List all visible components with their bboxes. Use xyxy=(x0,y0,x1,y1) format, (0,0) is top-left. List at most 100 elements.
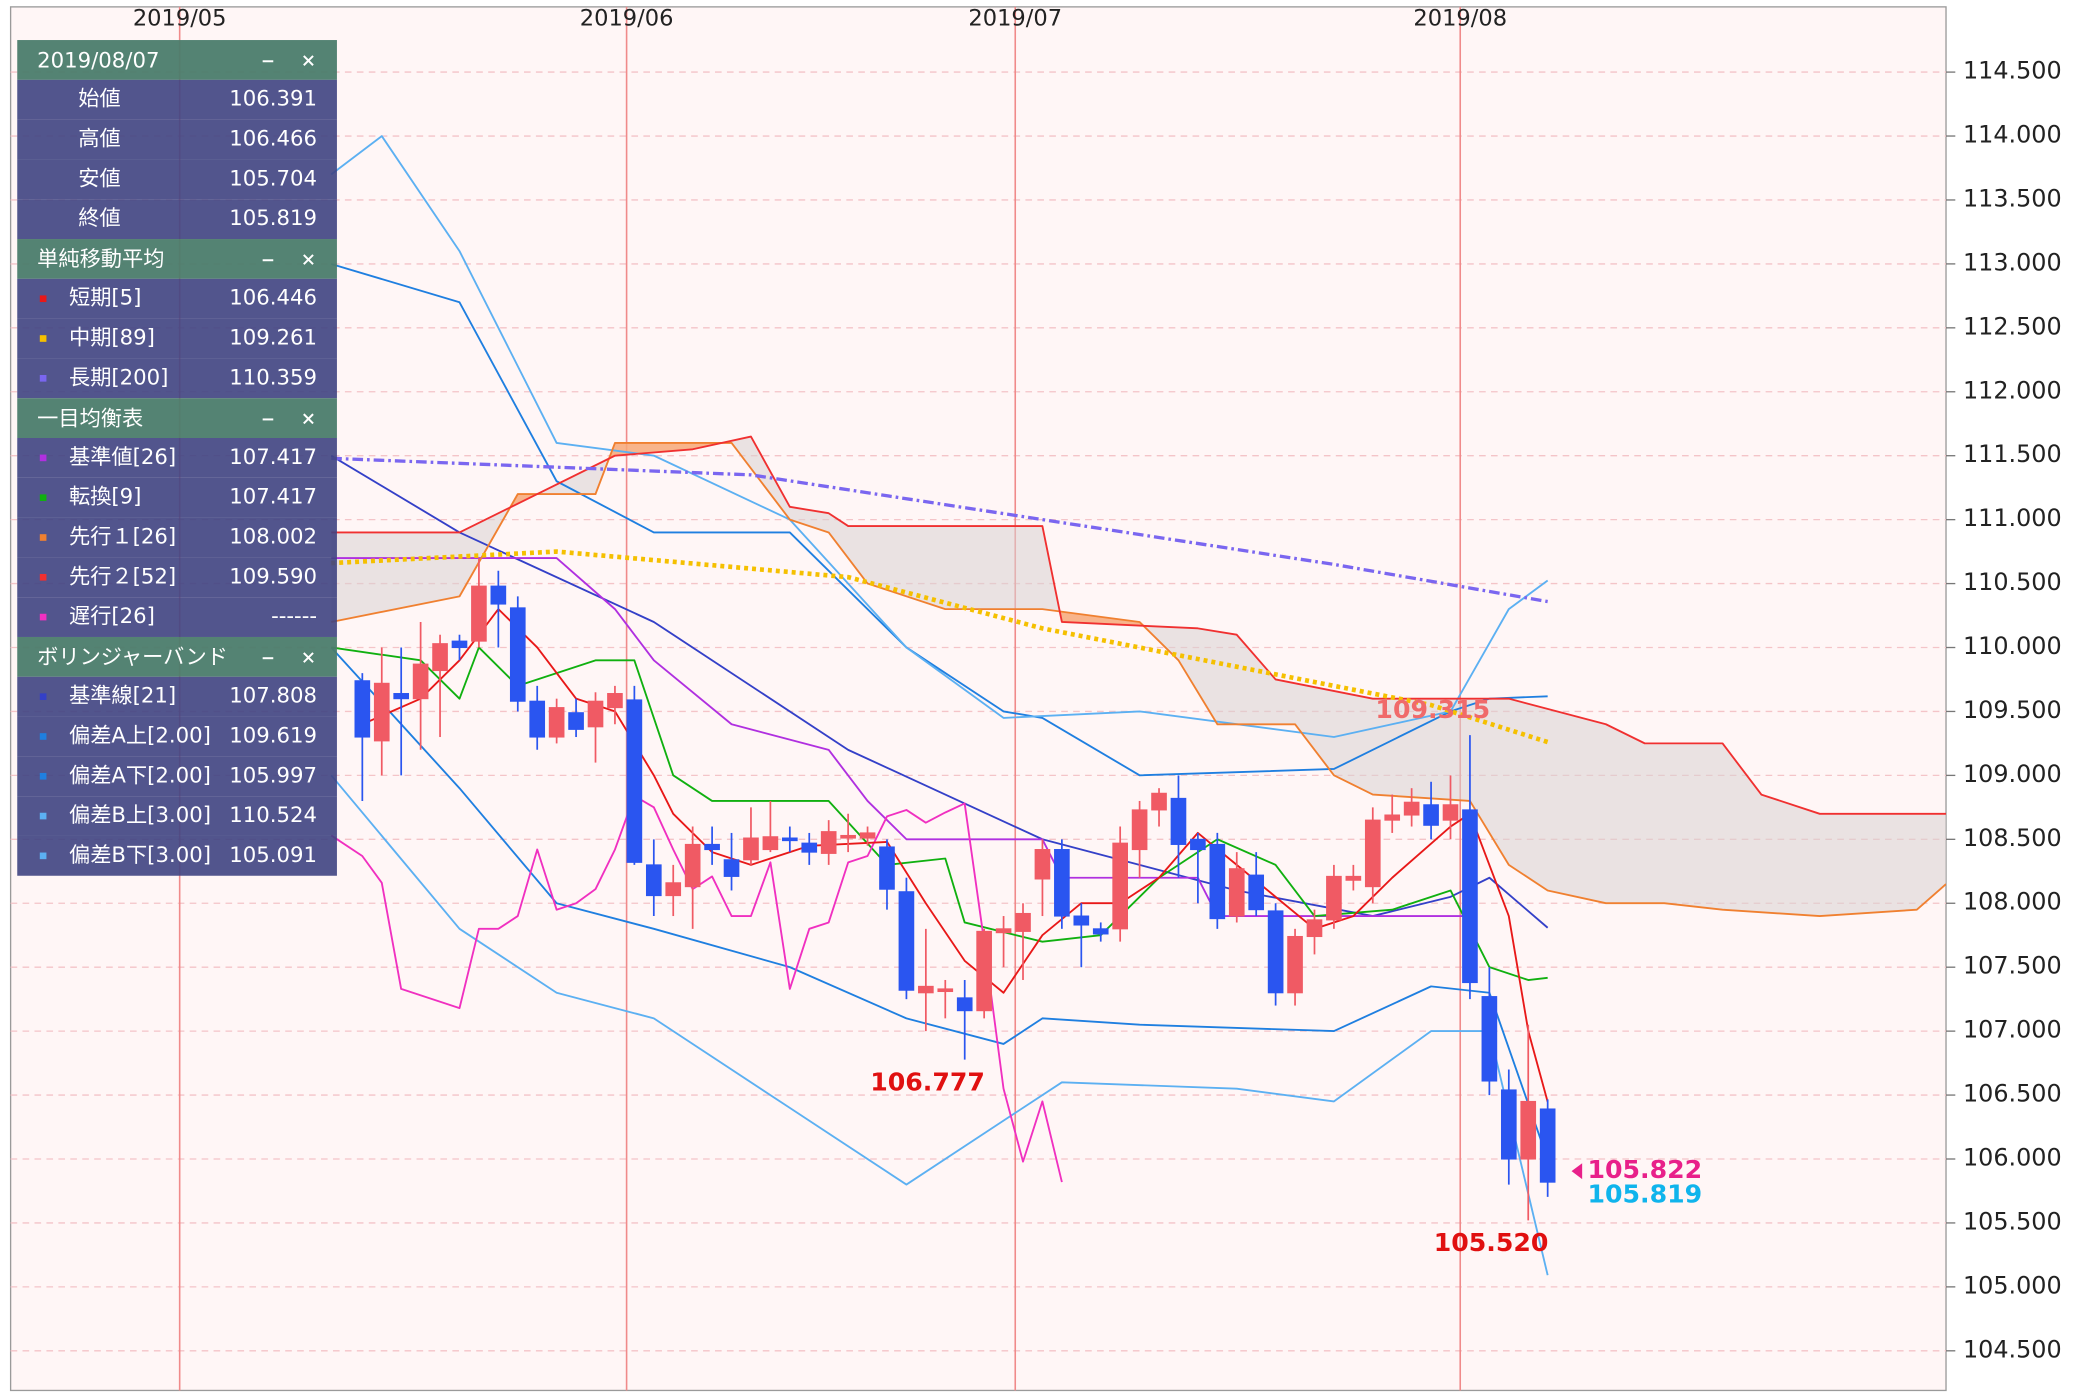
candle-body xyxy=(898,891,915,991)
axes: 104.500 105.000 105.500 106.000 106.500 107.0… xyxy=(133,5,2062,1363)
candle-body xyxy=(1442,804,1459,821)
indicator-line xyxy=(331,435,1947,815)
candle-body xyxy=(1423,804,1439,826)
candle-body xyxy=(1248,874,1265,911)
candle-body xyxy=(762,836,779,851)
y-tick-label: 114.000 xyxy=(1963,121,2062,149)
panel-header-title: 単純移動平均 xyxy=(37,247,164,272)
candle-body xyxy=(1112,842,1128,930)
legend-label: 転換[9] xyxy=(69,485,141,510)
panel-row xyxy=(17,557,337,598)
close-button[interactable] xyxy=(303,652,314,663)
y-tick-label: 113.000 xyxy=(1963,248,2062,276)
legend-label: 遅行[26] xyxy=(69,604,155,629)
candle-body xyxy=(587,700,604,728)
x-tick-label: 2019/07 xyxy=(968,5,1062,31)
price-label: 105.822 xyxy=(1587,1155,1702,1184)
indicator-line xyxy=(330,774,1549,1276)
annotation: 109.315 xyxy=(1375,695,1490,724)
indicator-line xyxy=(330,135,1549,738)
candle-body xyxy=(840,834,856,839)
candle-body xyxy=(723,859,740,877)
y-tick-label: 106.000 xyxy=(1963,1144,2062,1172)
candle-body xyxy=(1073,915,1090,926)
panel-row xyxy=(17,438,337,478)
legend-value: 107.417 xyxy=(229,485,317,510)
panel-header xyxy=(17,636,337,677)
legend-swatch xyxy=(39,852,47,860)
legend-value: 110.524 xyxy=(229,803,317,828)
candle-body xyxy=(1326,875,1342,921)
close-button[interactable] xyxy=(303,413,314,425)
panel-row xyxy=(17,159,337,200)
annotation: 105.520 xyxy=(1434,1228,1549,1257)
candle-body xyxy=(665,882,682,897)
candle-body xyxy=(412,663,429,700)
panel-row xyxy=(17,716,337,757)
legend-label: 基準値[26] xyxy=(69,445,176,470)
panel-header xyxy=(17,40,337,80)
panel-label: 安値 xyxy=(78,166,120,191)
legend-swatch xyxy=(39,772,47,780)
y-tick-label: 106.500 xyxy=(1963,1080,2062,1108)
legend-value: 105.091 xyxy=(229,843,317,868)
y-tick-label: 109.500 xyxy=(1963,696,2062,724)
legend-swatch xyxy=(39,733,47,740)
panel-header-title: 一目均衡表 xyxy=(37,406,143,431)
candle-body xyxy=(956,997,973,1012)
candle-body xyxy=(1345,875,1362,881)
annotation: 106.777 xyxy=(870,1068,985,1097)
panel-row xyxy=(17,79,337,120)
candle-body xyxy=(1520,1100,1537,1160)
candle-body xyxy=(607,693,623,709)
panel-row xyxy=(17,358,337,399)
legend-value: 107.808 xyxy=(229,684,317,709)
legend-value: 109.590 xyxy=(229,564,317,589)
candle-body xyxy=(820,831,837,854)
candle-body xyxy=(1092,928,1109,935)
candle-body xyxy=(626,699,643,863)
candle-body xyxy=(976,930,992,1012)
legend-label: 偏差A上[2.00] xyxy=(69,723,211,748)
candle-body xyxy=(393,693,410,700)
panel-value: 106.391 xyxy=(229,87,317,112)
legend-label: 偏差A下[2.00] xyxy=(69,763,211,788)
candle-body xyxy=(1267,910,1284,994)
legend-label: 長期[200] xyxy=(69,365,168,390)
candle-body xyxy=(1500,1089,1517,1160)
panel-row xyxy=(17,796,337,836)
candle-body xyxy=(704,843,720,851)
legend-label: 偏差B下[3.00] xyxy=(69,843,211,868)
legend-value: 108.002 xyxy=(229,524,317,549)
y-tick-label: 107.000 xyxy=(1963,1016,2062,1044)
legend-value: 107.417 xyxy=(229,445,317,470)
legend-value: 109.261 xyxy=(229,326,317,351)
legend-swatch xyxy=(39,534,47,541)
candle-body xyxy=(1131,809,1148,851)
candle-body xyxy=(782,837,798,842)
legend-swatch xyxy=(39,374,47,382)
candle-body xyxy=(995,928,1012,934)
candle-body xyxy=(1306,919,1323,938)
y-tick-label: 104.500 xyxy=(1963,1335,2062,1363)
candle-body xyxy=(859,832,876,839)
y-tick-label: 107.500 xyxy=(1963,952,2062,980)
legend-label: 中期[89] xyxy=(69,326,155,351)
legend-swatch xyxy=(39,454,47,462)
close-button[interactable] xyxy=(303,254,314,265)
candle-body xyxy=(1151,792,1167,811)
legend-value: 106.446 xyxy=(229,286,317,311)
indicator-line xyxy=(331,456,1548,604)
panel-header-title: ボリンジャーバンド xyxy=(37,645,228,670)
candle-body xyxy=(548,707,565,738)
candle-body xyxy=(879,846,895,890)
candle-body xyxy=(1209,843,1226,920)
candle-body xyxy=(1190,838,1206,851)
candle-body xyxy=(1287,935,1303,994)
legend-value: ------ xyxy=(271,604,317,629)
candle-body xyxy=(1054,849,1070,917)
panel-row xyxy=(17,199,337,240)
close-button[interactable] xyxy=(303,55,314,66)
